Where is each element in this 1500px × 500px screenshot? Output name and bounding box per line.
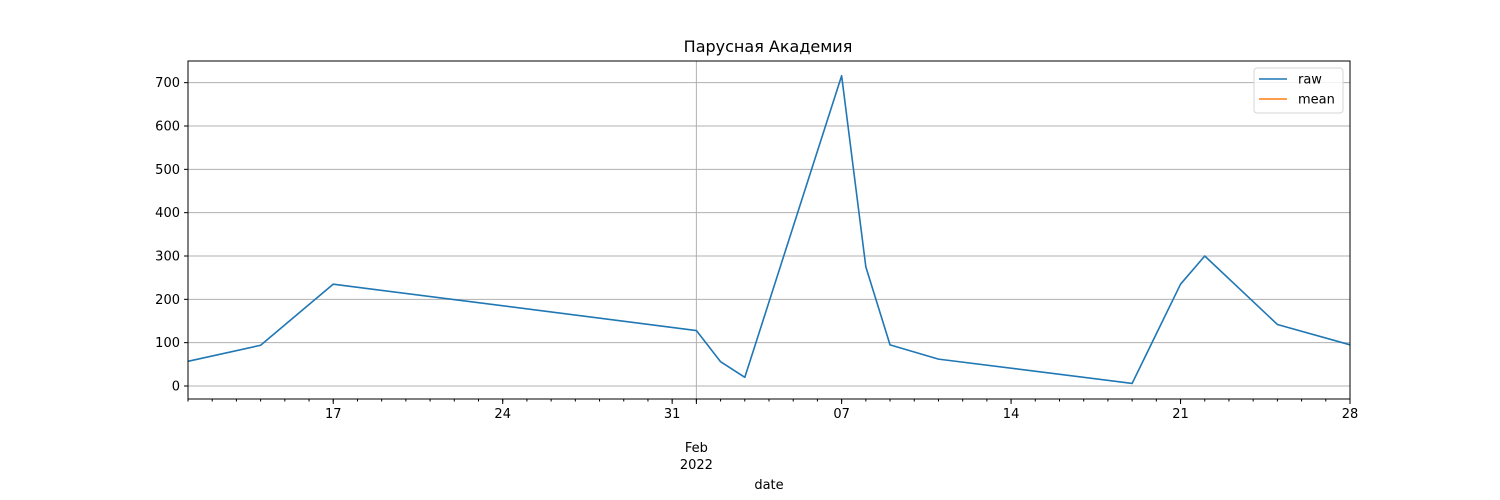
series-layer [187, 74, 1351, 385]
y-tick-label: 700 [155, 76, 180, 91]
legend: raw mean [1253, 67, 1344, 114]
x-tick-label: 14 [1003, 407, 1020, 422]
x-tick-label: 28 [1342, 407, 1359, 422]
grid [188, 61, 1350, 399]
legend-label-raw: raw [1298, 73, 1322, 88]
y-tick-label: 500 [155, 163, 180, 178]
x-axis-label: date [754, 478, 783, 493]
y-tick-label: 600 [155, 120, 180, 135]
plot-frame [187, 60, 1351, 400]
x-month-label: Feb [685, 441, 708, 456]
y-tick-label: 400 [155, 206, 180, 221]
chart-title: Парусная Академия [684, 37, 853, 56]
y-tick-label: 300 [155, 250, 180, 265]
series-line-raw [187, 74, 1351, 385]
x-tick-label: 07 [833, 407, 850, 422]
y-tick-label: 0 [172, 380, 180, 395]
x-tick-label: 17 [325, 407, 342, 422]
y-tick-label: 200 [155, 293, 180, 308]
x-year-label: 2022 [680, 458, 713, 473]
legend-label-mean: mean [1298, 93, 1335, 108]
x-tick-label: 31 [664, 407, 681, 422]
axes: 0 100 200 300 400 500 600 700 17 24 31 07 14 21 28 Feb 2… [155, 76, 1358, 473]
y-tick-label: 100 [155, 336, 180, 351]
x-tick-label: 21 [1172, 407, 1189, 422]
x-tick-label: 24 [494, 407, 511, 422]
